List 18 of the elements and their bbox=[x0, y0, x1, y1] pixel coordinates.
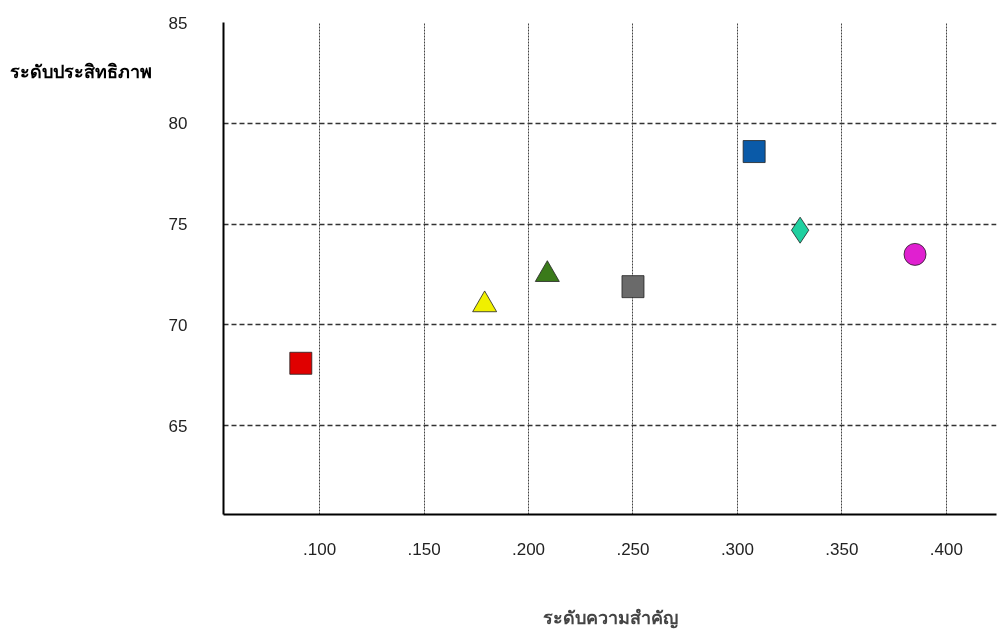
y-tick-label: 75 bbox=[168, 215, 188, 235]
x-tick-label: .350 bbox=[825, 539, 859, 559]
x-tick-label: .250 bbox=[616, 539, 650, 559]
x-tick-label: .200 bbox=[511, 539, 546, 559]
point bbox=[621, 275, 645, 299]
point bbox=[742, 140, 766, 163]
x-tick-label: .100 bbox=[303, 539, 337, 559]
y-axis-title: ระดับประสิทธิภาพ bbox=[10, 61, 152, 84]
point bbox=[903, 243, 927, 266]
x-tick-label: .300 bbox=[720, 539, 754, 559]
x-tick-label: .400 bbox=[929, 539, 963, 559]
y-tick-label: 85 bbox=[168, 13, 188, 33]
y-tick-label: 65 bbox=[168, 416, 188, 436]
x-axis-title: ระดับความสำคัญ bbox=[542, 607, 678, 629]
y-tick-label: 70 bbox=[168, 315, 188, 335]
point bbox=[289, 351, 313, 375]
y-tick-label: 80 bbox=[168, 114, 188, 134]
x-tick-label: .150 bbox=[407, 539, 441, 559]
